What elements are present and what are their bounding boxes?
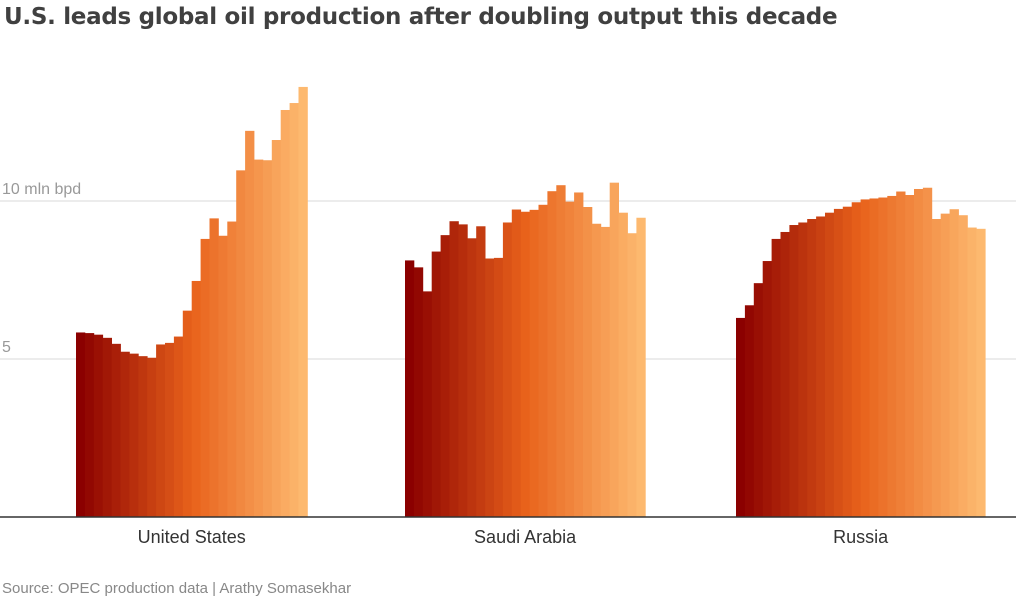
bar-1-2 [422, 291, 433, 517]
bar-1-9 [485, 258, 495, 517]
bar-1-26 [636, 217, 646, 517]
bar-2-26 [967, 227, 977, 518]
bar-2-27 [976, 228, 986, 517]
bar-1-12 [511, 209, 522, 517]
bar-2-7 [798, 222, 808, 518]
bar-0-10 [165, 342, 175, 517]
bar-2-4 [771, 238, 781, 518]
bar-2-21 [922, 187, 933, 518]
bar-1-24 [618, 212, 628, 517]
category-labels: United States Saudi Arabia Russia [138, 527, 889, 547]
bar-0-23 [280, 109, 290, 518]
bar-1-1 [413, 267, 424, 517]
bar-1-17 [556, 185, 566, 517]
bar-1-11 [502, 222, 513, 518]
bar-2-8 [807, 219, 817, 517]
bar-0-15 [209, 218, 219, 517]
bar-2-0 [736, 317, 746, 517]
bar-1-7 [467, 238, 477, 518]
bar-2-15 [869, 198, 879, 517]
bar-2-22 [931, 219, 942, 517]
bar-0-25 [298, 86, 308, 518]
bar-0-9 [156, 344, 166, 517]
bar-2-13 [851, 202, 861, 517]
bar-1-4 [440, 235, 450, 517]
bar-2-2 [753, 283, 764, 517]
bar-2-12 [842, 206, 853, 517]
bar-0-17 [227, 221, 237, 518]
bar-2-6 [789, 225, 799, 517]
bar-1-13 [520, 211, 530, 518]
bar-0-1 [84, 333, 95, 517]
bar-1-0 [405, 260, 415, 517]
chart-source: Source: OPEC production data | Arathy So… [2, 580, 352, 597]
category-label-0: United States [138, 527, 246, 547]
bar-0-3 [102, 337, 112, 517]
bar-1-25 [627, 233, 637, 518]
bar-2-9 [816, 216, 826, 518]
bar-1-3 [431, 251, 441, 517]
bar-2-10 [825, 212, 835, 517]
bar-2-18 [896, 191, 906, 517]
bar-2-16 [878, 197, 888, 517]
bar-1-18 [565, 201, 575, 517]
bar-1-21 [591, 223, 602, 517]
bar-2-11 [833, 208, 844, 517]
bar-1-15 [538, 204, 548, 518]
bar-1-22 [600, 226, 611, 517]
bar-2-5 [780, 231, 790, 517]
bar-1-19 [574, 192, 584, 517]
bar-0-19 [245, 130, 255, 517]
bar-0-4 [111, 343, 121, 517]
bar-0-12 [182, 310, 193, 517]
bar-0-5 [120, 351, 130, 517]
bar-1-10 [494, 257, 504, 517]
bar-0-24 [289, 103, 299, 517]
bar-2-20 [914, 188, 924, 518]
bar-0-14 [200, 238, 210, 518]
bar-2-3 [762, 261, 772, 517]
bar-0-8 [147, 357, 157, 517]
bar-2-1 [744, 305, 755, 517]
bar-2-19 [905, 195, 915, 517]
y-tick-label-1: 10 mln bpd [2, 181, 81, 198]
y-tick-label-0: 5 [2, 339, 11, 356]
bar-0-18 [236, 170, 246, 517]
bar-1-6 [458, 224, 468, 517]
bar-2-17 [887, 195, 897, 517]
bar-0-22 [271, 140, 282, 517]
category-label-1: Saudi Arabia [474, 527, 577, 547]
bar-0-0 [76, 332, 86, 517]
bar-1-14 [529, 209, 539, 517]
chart-title: U.S. leads global oil production after d… [4, 4, 838, 30]
bar-1-16 [547, 191, 557, 517]
bar-0-20 [254, 159, 264, 517]
bar-1-20 [583, 207, 593, 517]
category-label-2: Russia [833, 527, 889, 547]
bar-0-7 [138, 356, 148, 517]
bar-0-6 [129, 353, 139, 517]
bar-1-5 [449, 221, 459, 517]
bar-0-11 [173, 336, 184, 517]
bar-2-24 [949, 209, 959, 517]
bar-1-23 [609, 182, 619, 518]
bar-0-16 [218, 235, 228, 517]
bars [76, 86, 986, 518]
bar-0-21 [262, 160, 273, 518]
bar-0-13 [191, 280, 201, 517]
bar-0-2 [93, 334, 104, 517]
bar-1-8 [476, 226, 486, 517]
bar-2-23 [940, 213, 950, 517]
bar-2-25 [958, 215, 968, 517]
bar-2-14 [860, 199, 870, 518]
